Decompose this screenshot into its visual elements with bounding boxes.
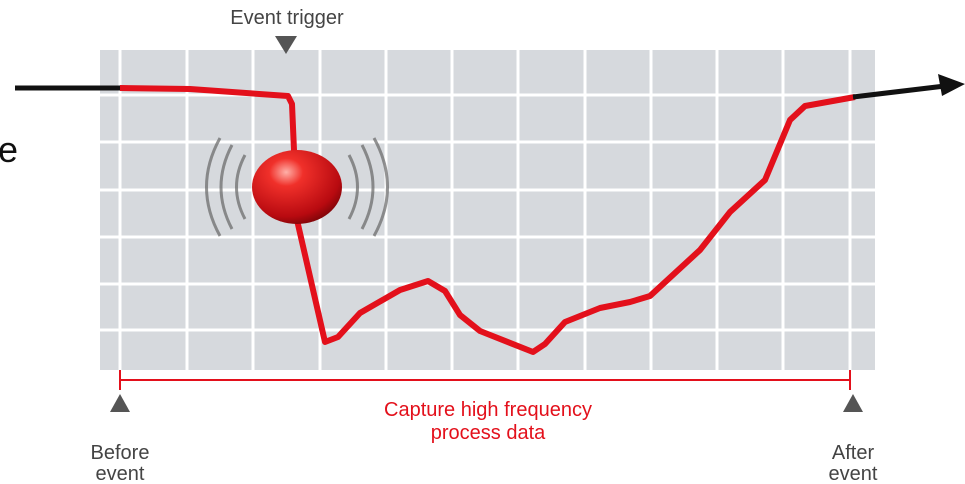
grid	[100, 50, 875, 370]
grid-background	[100, 50, 875, 370]
after-label-line2: event	[829, 463, 878, 484]
before-label-line2: event	[96, 463, 145, 484]
before-marker	[110, 394, 130, 412]
capture-label-line1: Capture high frequency	[384, 399, 592, 421]
trigger-marker	[275, 36, 297, 54]
after-label-line1: After	[832, 442, 875, 464]
event-ball	[252, 150, 342, 224]
event-trigger-label: Event trigger	[230, 7, 344, 29]
cropped-text: e	[0, 129, 18, 170]
capture-label-line2: process data	[431, 422, 546, 444]
before-label-line1: Before	[91, 442, 150, 464]
lead-out-line	[852, 83, 946, 100]
capture-bracket	[119, 370, 851, 390]
after-marker	[843, 394, 863, 412]
vibration-marks	[205, 137, 389, 237]
arrowhead	[938, 74, 965, 96]
